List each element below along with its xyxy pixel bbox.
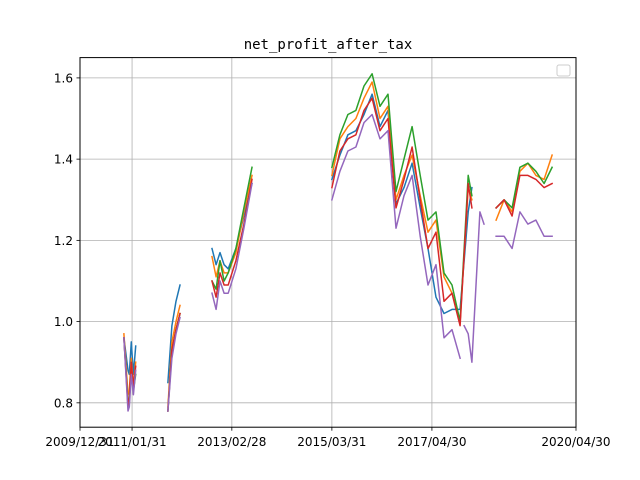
series-line-segment <box>123 337 137 412</box>
y-tick-label: 1.0 <box>54 315 73 329</box>
series-line-segment <box>495 174 554 217</box>
y-tick-label: 1.6 <box>54 71 73 85</box>
series-line-segment <box>211 174 253 278</box>
plot-frame <box>79 57 577 428</box>
legend-box <box>556 64 571 77</box>
series-line-segment <box>123 336 137 376</box>
y-tick-label: 1.2 <box>54 234 73 248</box>
series-line-segment <box>495 211 553 250</box>
y-tick-label: 0.8 <box>54 396 73 410</box>
series-line-segment <box>463 211 485 363</box>
y-tick-label: 1.4 <box>54 153 73 167</box>
series-line-segment <box>211 178 253 298</box>
series-line-segment <box>330 113 462 360</box>
x-tick-label: 2013/02/28 <box>197 435 266 449</box>
chart-title: net_profit_after_tax <box>244 37 413 53</box>
x-tick-label: 2017/04/30 <box>397 435 466 449</box>
grid <box>79 57 577 428</box>
series-line-segment <box>330 73 473 323</box>
x-tick-label: 2011/01/31 <box>97 435 166 449</box>
x-tick-label: 2015/03/31 <box>297 435 366 449</box>
series-line-segment <box>167 316 181 412</box>
x-tick-label: 2020/04/30 <box>541 435 610 449</box>
series-5 <box>123 113 553 412</box>
series-lines <box>123 73 554 412</box>
series-line-segment <box>330 93 473 315</box>
series-line-segment <box>167 284 181 384</box>
series-line-segment <box>210 166 253 290</box>
x-tick-label: 2009/12/31 <box>45 435 114 449</box>
series-line-segment <box>331 97 473 327</box>
series-line-segment <box>211 182 253 311</box>
